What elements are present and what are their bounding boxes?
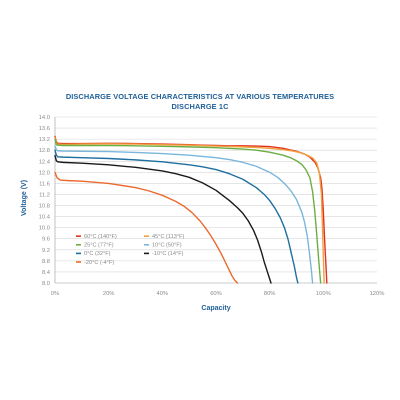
legend-label: -20°C (-4°F) <box>84 260 114 266</box>
y-tick-label: 8.8 <box>42 259 50 265</box>
legend-label: 60°C (140°F) <box>84 234 117 240</box>
x-tick-label: 20% <box>103 291 115 297</box>
x-tick-label: 120% <box>370 291 385 297</box>
x-tick-label: 40% <box>157 291 169 297</box>
x-tick-label: 60% <box>210 291 222 297</box>
grid-lines <box>54 116 377 284</box>
legend-label: 45°C (113°F) <box>152 234 184 240</box>
y-tick-label: 12.0 <box>39 170 50 176</box>
series-line <box>54 138 322 284</box>
y-tick-label: 8.0 <box>42 281 50 287</box>
y-tick-label: 14.0 <box>39 115 50 121</box>
series-lines <box>54 135 328 284</box>
y-tick-label: 10.8 <box>39 204 50 210</box>
chart-subtitle: DISCHARGE 1C <box>171 102 229 111</box>
y-tick-labels: 8.0 8.4 8.8 9.2 9.6 10.0 10.4 10.8 11.2 11.6 12.0 1… <box>39 115 51 287</box>
chart-title: DISCHARGE VOLTAGE CHARACTERISTICS AT VAR… <box>65 92 335 101</box>
legend: 60°C (140°F) 45°C (113°F) 25°C (77°F) 10°C … <box>76 234 184 266</box>
legend-label: 10°C (50°F) <box>152 243 182 249</box>
y-tick-label: 11.6 <box>39 181 50 187</box>
x-tick-labels: 0% 20% 40% 60% 80% 100% 120% <box>51 291 385 297</box>
y-tick-label: 12.8 <box>39 148 50 154</box>
x-tick-label: 80% <box>264 291 276 297</box>
x-tick-label: 100% <box>316 291 331 297</box>
series-line <box>54 155 272 284</box>
y-axis-label: Voltage (V) <box>21 180 28 216</box>
y-tick-label: 9.6 <box>42 237 50 243</box>
series-line <box>54 171 239 284</box>
series-line <box>54 145 314 284</box>
y-tick-label: 12.4 <box>39 159 51 165</box>
legend-label: -10°C (14°F) <box>152 251 184 257</box>
y-tick-label: 9.2 <box>42 248 50 254</box>
legend-label: 25°C (77°F) <box>84 243 114 249</box>
x-axis-label: Capacity <box>201 305 230 312</box>
y-tick-label: 10.0 <box>39 226 50 232</box>
x-tick-label: 0% <box>51 291 59 297</box>
legend-label: 0°C (32°F) <box>84 251 111 257</box>
y-tick-label: 13.6 <box>39 126 50 132</box>
series-line <box>54 149 299 284</box>
y-tick-label: 8.4 <box>42 270 51 276</box>
y-tick-label: 11.2 <box>39 192 50 198</box>
y-tick-label: 10.4 <box>39 215 51 221</box>
series-line <box>54 137 325 284</box>
y-tick-label: 13.2 <box>39 137 50 143</box>
